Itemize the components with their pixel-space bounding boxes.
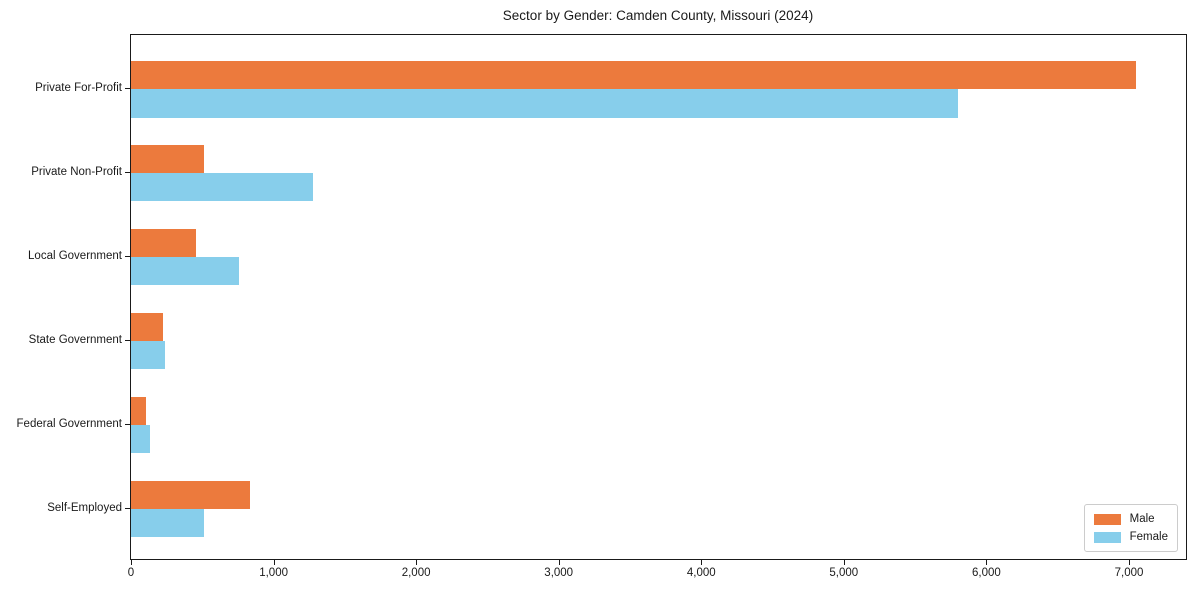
legend-label-male: Male <box>1129 513 1155 525</box>
bar-male-3 <box>131 312 164 342</box>
bar-female-4 <box>131 425 151 454</box>
legend-swatch-male <box>1093 513 1121 525</box>
y-tick-mark-4 <box>125 424 130 426</box>
y-tick-mark-3 <box>125 340 130 342</box>
x-tick-mark-0 <box>131 560 132 565</box>
y-tick-mark-0 <box>125 88 130 90</box>
x-tick-label-6: 6,000 <box>972 567 1001 579</box>
x-tick-mark-6 <box>986 560 988 565</box>
bar-male-2 <box>131 228 196 258</box>
chart-title: Sector by Gender: Camden County, Missour… <box>502 8 814 23</box>
bar-male-5 <box>131 480 250 509</box>
x-tick-mark-1 <box>273 560 275 565</box>
y-axis-label-3: State Government <box>28 333 122 346</box>
legend: Male Female <box>1083 504 1178 552</box>
legend-item-female: Female <box>1093 531 1168 543</box>
y-axis-label-5: Self-Employed <box>47 501 122 514</box>
x-tick-label-2: 2,000 <box>401 567 431 579</box>
legend-label-female: Female <box>1129 531 1168 543</box>
x-tick-mark-7 <box>1129 560 1130 565</box>
bar-female-1 <box>131 173 313 202</box>
legend-swatch-female <box>1093 531 1121 543</box>
bar-female-0 <box>131 89 958 118</box>
y-tick-mark-1 <box>125 172 130 174</box>
bar-male-1 <box>131 144 204 174</box>
x-tick-label-7: 7,000 <box>1114 567 1144 579</box>
bar-female-3 <box>131 341 165 370</box>
x-tick-mark-2 <box>416 560 418 565</box>
bar-female-5 <box>131 509 205 538</box>
legend-item-male: Male <box>1093 513 1168 525</box>
x-tick-mark-3 <box>558 560 560 565</box>
bar-male-0 <box>131 61 1137 90</box>
bar-male-4 <box>131 396 146 426</box>
y-tick-mark-5 <box>125 508 130 509</box>
x-tick-mark-5 <box>843 560 845 565</box>
y-axis-label-4: Federal Government <box>16 417 122 430</box>
x-tick-mark-4 <box>701 560 703 565</box>
x-tick-label-3: 3,000 <box>544 567 574 579</box>
y-tick-mark-2 <box>125 256 130 258</box>
y-axis-label-2: Local Government <box>28 249 122 262</box>
x-tick-label-4: 4,000 <box>686 567 716 579</box>
y-axis-label-0: Private For-Profit <box>35 81 122 94</box>
y-axis-label-1: Private Non-Profit <box>31 165 122 178</box>
plot-area: Male Female <box>130 34 1187 560</box>
bar-female-2 <box>131 257 240 286</box>
x-tick-label-1: 1,000 <box>259 567 288 579</box>
x-tick-label-5: 5,000 <box>829 567 859 579</box>
x-tick-label-0: 0 <box>127 567 135 579</box>
